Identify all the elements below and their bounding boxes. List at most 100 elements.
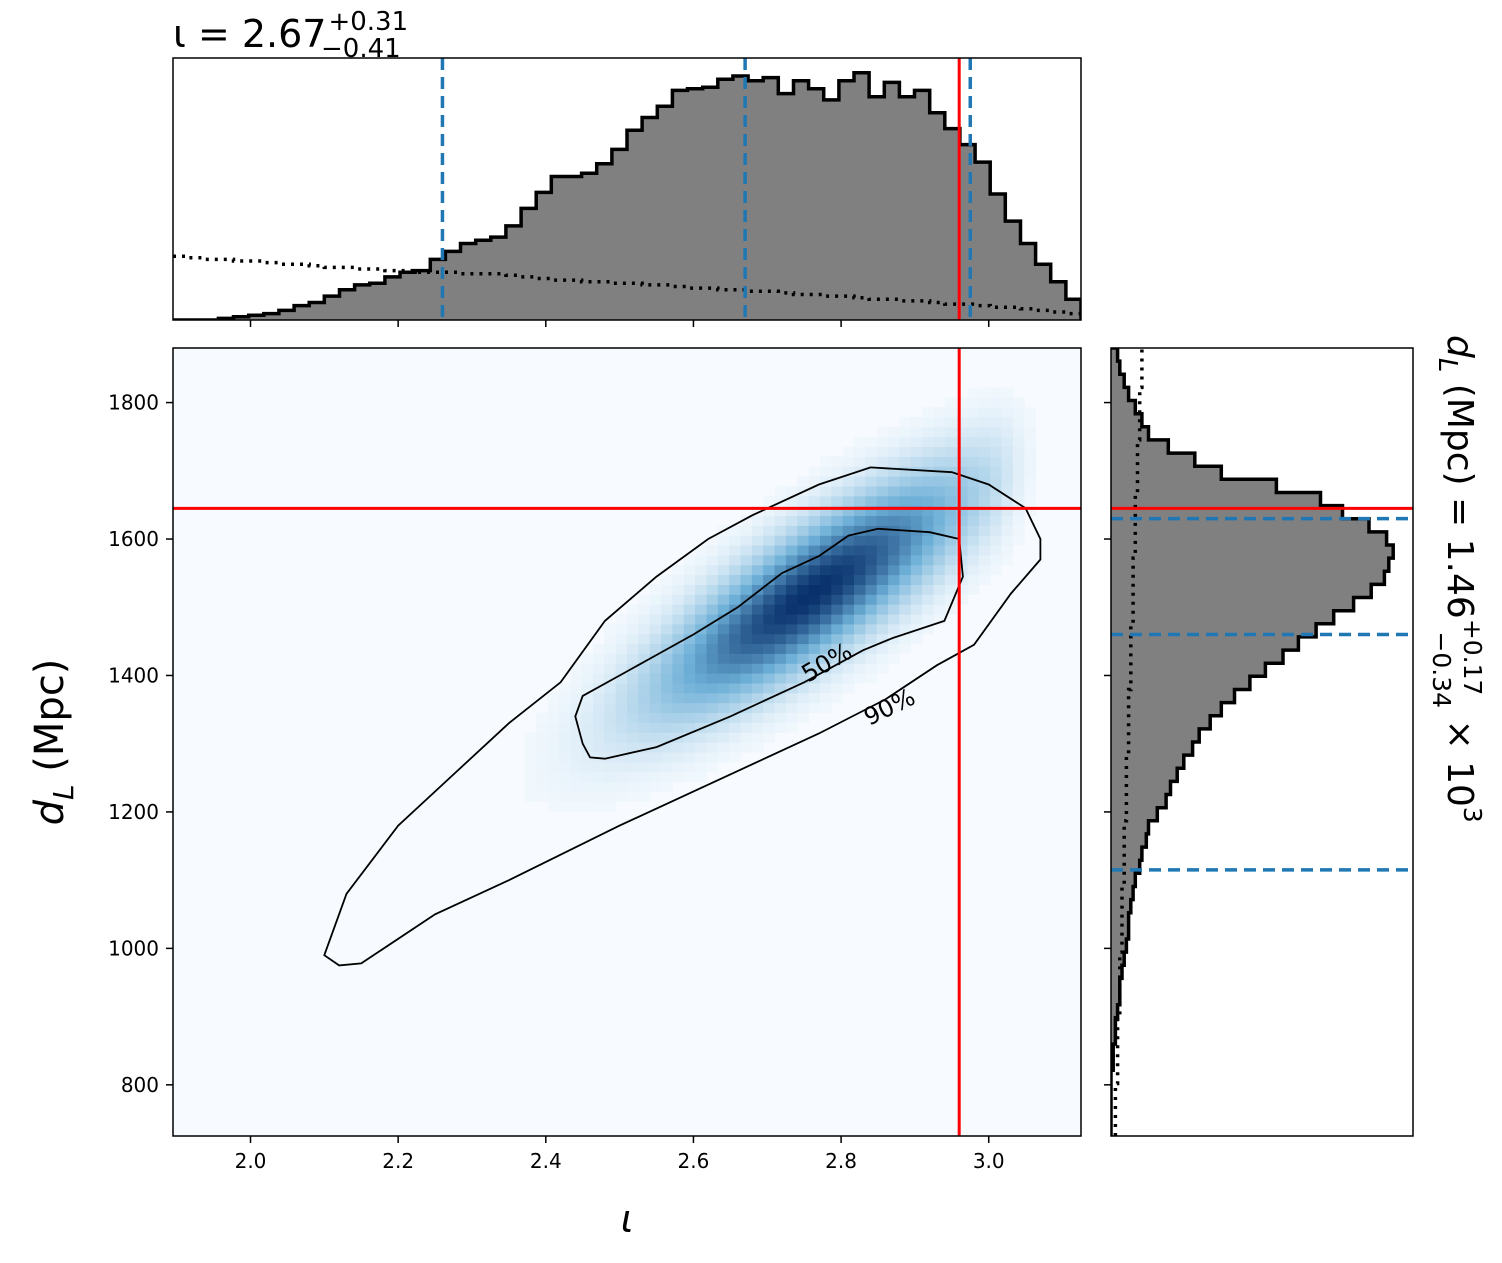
heatmap-cell [842,505,855,517]
heatmap-cell [831,682,844,694]
heatmap-cell [638,791,651,802]
heatmap-cell [899,535,912,546]
heatmap-cell [876,426,889,438]
heatmap-cell [808,515,821,526]
heatmap-cell [990,407,1003,418]
heatmap-cell [854,653,866,664]
heatmap-cell [808,643,821,654]
heatmap-cell [1001,485,1014,497]
heatmap-cell [581,663,594,674]
heatmap-cell [672,584,685,595]
heatmap-cell [1001,495,1014,507]
heatmap-cell [967,584,980,595]
heatmap-cell [547,732,560,743]
heatmap-cell [956,476,969,487]
heatmap-cell [706,535,719,546]
heatmap-cell [888,633,900,645]
heatmap-cell [524,742,537,753]
heatmap-cell [785,564,798,576]
heatmap-cell [797,476,810,487]
heatmap-cell [604,712,617,723]
heatmap-cell [661,702,673,714]
heatmap-cell [717,643,730,654]
heatmap-cell [865,584,878,595]
heatmap-cell [672,614,685,625]
heatmap-cell [933,554,946,566]
heatmap-cell [661,732,673,743]
heatmap-cell [593,732,605,743]
heatmap-cell [797,663,810,674]
heatmap-cell [956,456,969,467]
heatmap-cell [990,446,1003,457]
heatmap-cell [1001,407,1014,418]
heatmap-cell [842,574,855,585]
heatmap-cell [1001,545,1014,556]
heatmap-cell [729,633,742,645]
heatmap-cell [785,663,798,674]
heatmap-cell [661,574,673,585]
heatmap-cell [910,485,923,497]
heatmap-cell [774,702,787,714]
heatmap-cell [842,515,855,526]
heatmap-cell [797,633,810,645]
heatmap-cell [729,663,742,674]
heatmap-cell [990,417,1003,428]
heatmap-cell [944,446,957,457]
heatmap-cell [558,712,571,723]
heatmap-cell [888,574,900,585]
heatmap-cell [763,702,776,714]
heatmap-cell [729,584,742,595]
heatmap-cell [808,673,821,684]
heatmap-cell [797,614,810,625]
heatmap-cell [978,476,991,487]
heatmap-cell [888,545,900,556]
heatmap-cell [615,771,628,782]
heatmap-cell [967,515,980,526]
heatmap-cell [831,564,844,576]
heatmap-cell [876,584,889,595]
heatmap-cell [763,574,776,585]
heatmap-cell [774,515,787,526]
heatmap-cell [1024,485,1037,497]
heatmap-cell [627,623,639,635]
heatmap-cell [899,564,912,576]
heatmap-cell [695,761,707,773]
heatmap-cell [854,485,866,497]
heatmap-cell [808,466,821,477]
heatmap-cell [581,732,594,743]
heatmap-cell [763,712,776,723]
heatmap-cell [740,584,753,595]
heatmap-cell [615,653,628,664]
heatmap-cell [820,604,832,615]
heatmap-cell [740,614,753,625]
heatmap-cell [717,742,730,753]
x-tick-label: 2.2 [382,1149,414,1173]
heatmap-cell [865,594,878,605]
heatmap-cell [615,682,628,694]
heatmap-cell [797,692,810,704]
heatmap-cell [774,525,787,536]
heatmap-cell [808,682,821,694]
heatmap-cell [649,692,662,704]
heatmap-cell [797,554,810,566]
heatmap-cell [706,751,719,763]
heatmap-cell [785,614,798,625]
heatmap-cell [593,761,605,773]
heatmap-cell [683,604,696,615]
distance-prior-dotted [1113,348,1144,1136]
heatmap-cell [570,682,583,694]
heatmap-cell [899,466,912,477]
heatmap-cell [683,614,696,625]
heatmap-cell [751,623,764,635]
heatmap-cell [661,584,673,595]
heatmap-cell [944,515,957,526]
heatmap-cell [649,712,662,723]
heatmap-cell [990,436,1003,448]
heatmap-cell [581,712,594,723]
heatmap-cell [978,505,991,517]
heatmap-cell [774,574,787,585]
heatmap-cell [820,614,832,625]
heatmap-cell [865,436,878,448]
heatmap-cell [990,554,1003,566]
